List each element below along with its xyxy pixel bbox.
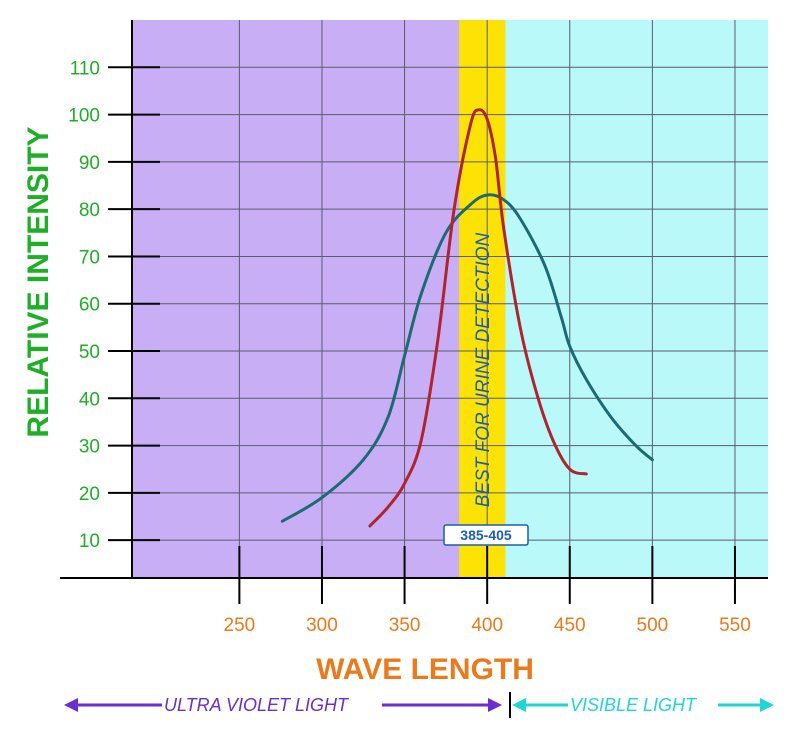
x-tick-label-450: 450 <box>554 615 586 636</box>
x-tick-label-300: 300 <box>306 615 338 636</box>
y-tick-label-50: 50 <box>79 342 100 363</box>
best-band-label: BEST FOR URINE DETECTION <box>473 232 494 507</box>
y-tick-label-90: 90 <box>79 153 100 174</box>
region-best-band <box>459 20 506 578</box>
spectrum-regions <box>132 20 768 578</box>
y-tick-label-80: 80 <box>79 200 100 221</box>
y-tick-label-100: 100 <box>68 106 100 127</box>
x-tick-label-550: 550 <box>719 615 751 636</box>
x-tick-label-500: 500 <box>637 615 669 636</box>
y-tick-label-40: 40 <box>79 389 100 410</box>
grid-lines <box>132 20 768 578</box>
intensity-curves <box>280 108 654 528</box>
uv-arrow-right-head <box>488 698 502 712</box>
x-tick-label-400: 400 <box>471 615 503 636</box>
y-tick-label-60: 60 <box>79 295 100 316</box>
light-range-legend: ULTRA VIOLET LIGHT VISIBLE LIGHT <box>64 692 774 718</box>
range-label: 385-405 <box>460 527 512 543</box>
x-tick-label-250: 250 <box>224 615 256 636</box>
y-tick-label-10: 10 <box>79 531 100 552</box>
region-visible <box>505 20 768 578</box>
uv-light-label: ULTRA VIOLET LIGHT <box>164 695 350 715</box>
axes <box>60 20 768 604</box>
y-axis-label: RELATIVE INTENSITY <box>22 126 55 437</box>
y-tick-label-30: 30 <box>79 437 100 458</box>
series-line-1 <box>280 193 654 523</box>
x-axis-label: WAVE LENGTH <box>316 653 534 686</box>
tick-labels: 10 20 30 40 50 60 70 80 90 100 110 250 300 350 400 450 5… <box>68 58 751 636</box>
visible-arrow-left-head <box>512 698 526 712</box>
series-line-2 <box>368 108 588 528</box>
visible-light-label: VISIBLE LIGHT <box>570 695 698 715</box>
y-tick-label-70: 70 <box>79 247 100 268</box>
y-tick-label-110: 110 <box>70 58 100 79</box>
y-tick-label-20: 20 <box>79 484 100 505</box>
uv-arrow-left-head <box>64 698 78 712</box>
x-tick-label-350: 350 <box>389 615 421 636</box>
best-band-annotation: BEST FOR URINE DETECTION 385-405 <box>443 232 529 546</box>
region-ultra-violet <box>132 20 506 578</box>
range-label-box <box>443 524 529 546</box>
visible-arrow-right-head <box>760 698 774 712</box>
